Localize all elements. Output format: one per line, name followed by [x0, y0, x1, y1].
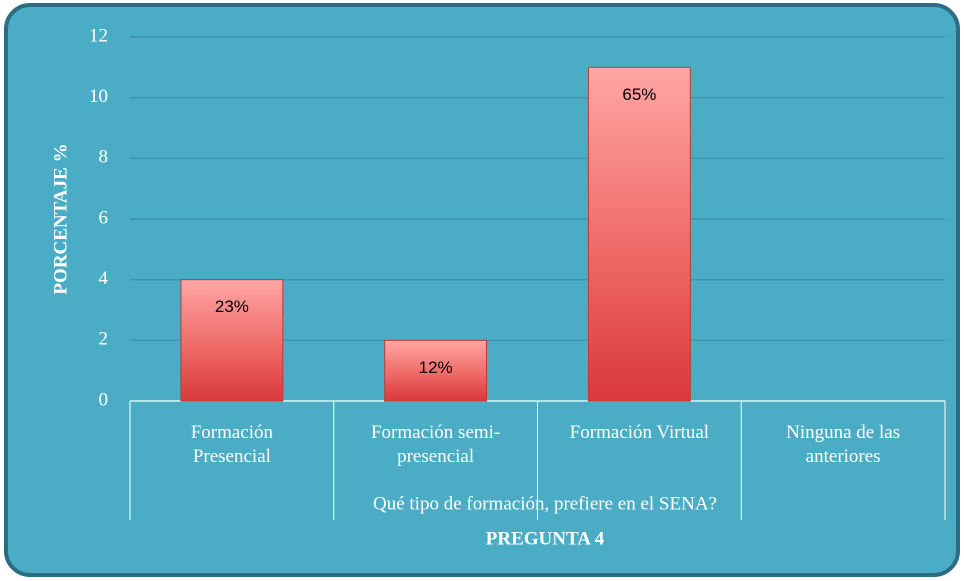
x-axis-label: Qué tipo de formación, prefiere en el SE…	[373, 493, 717, 514]
chart-title: PREGUNTA 4	[486, 528, 605, 549]
y-tick-label: 6	[99, 207, 109, 228]
data-label: 23%	[215, 297, 249, 316]
x-tick-label: Formación semi- presencial	[370, 422, 501, 467]
bar	[384, 339, 488, 402]
x-tick-label: Ninguna de las anteriores	[786, 422, 901, 467]
data-label: 65%	[622, 85, 656, 104]
chart-background	[4, 3, 960, 577]
bar	[180, 279, 284, 402]
data-label: 12%	[419, 358, 453, 377]
y-tick-label: 4	[99, 268, 109, 289]
y-tick-label: 0	[99, 389, 109, 410]
y-axis-label: PORCENTAJE %	[50, 143, 71, 294]
x-tick-label: Formación Virtual	[569, 422, 710, 443]
y-tick-label: 8	[99, 147, 109, 168]
bar	[587, 66, 691, 402]
x-tick-label: Formación Presencial	[190, 422, 274, 467]
y-tick-label: 2	[99, 329, 109, 350]
y-tick-label: 12	[89, 25, 108, 46]
y-tick-label: 10	[89, 86, 108, 107]
